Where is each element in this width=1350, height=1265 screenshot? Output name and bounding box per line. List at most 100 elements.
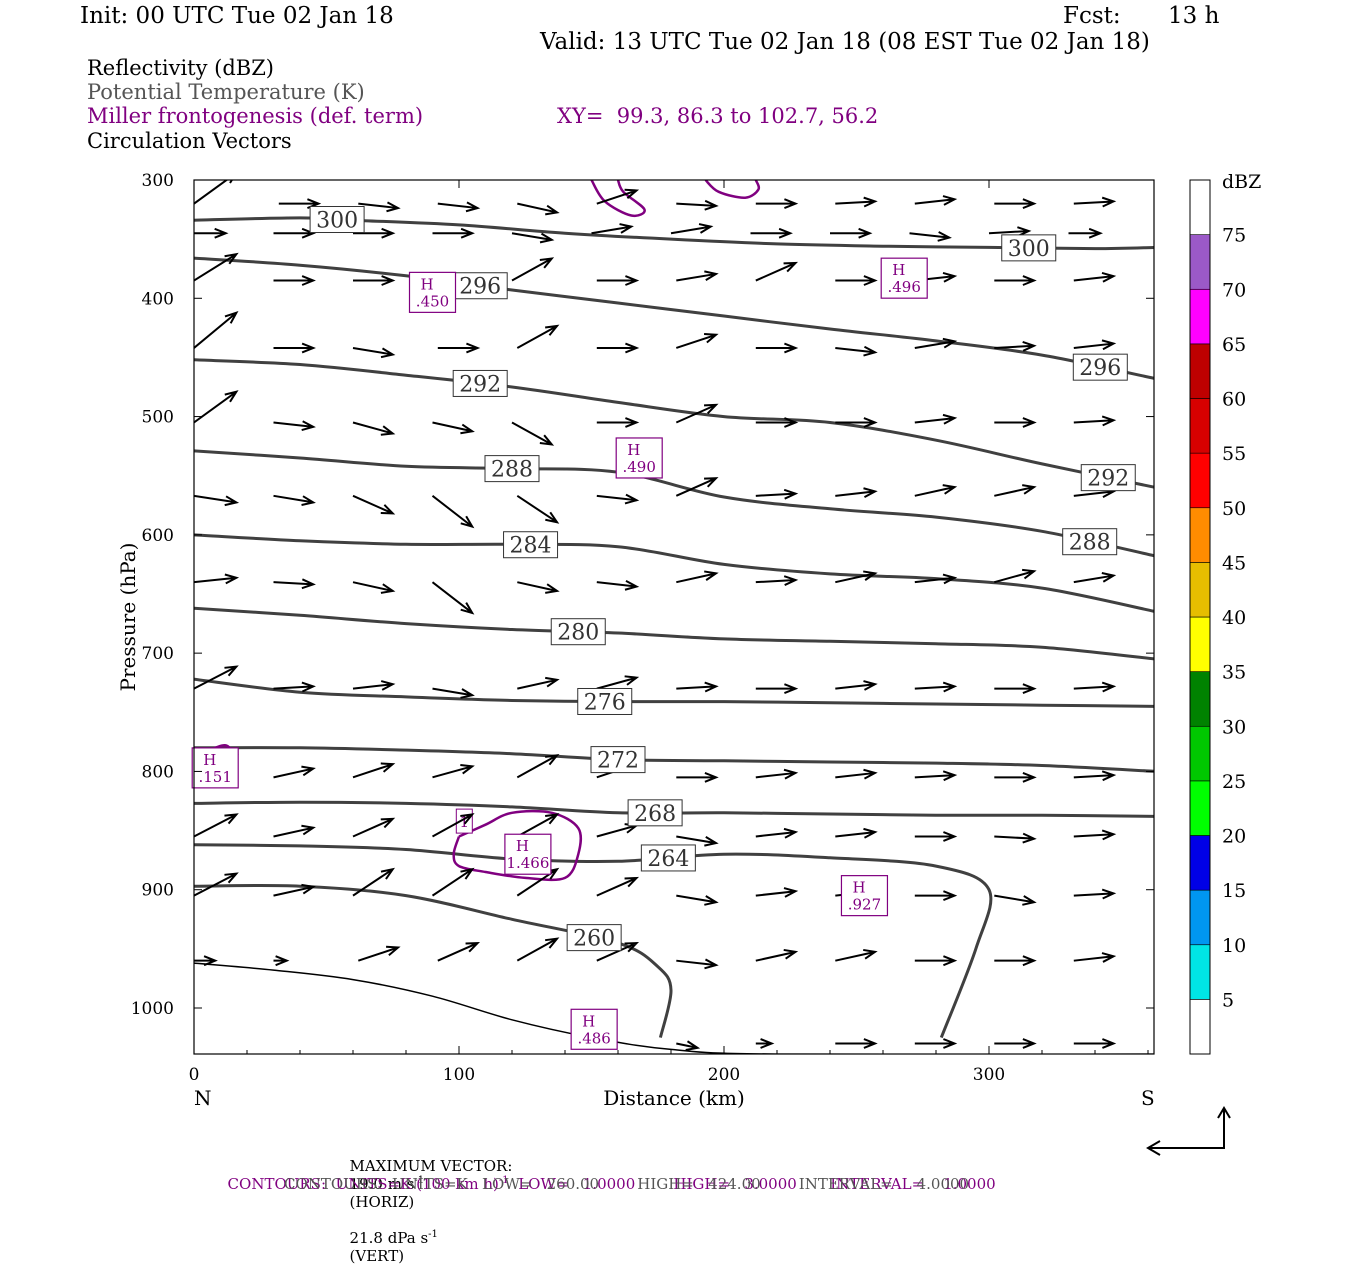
theta-label-box-292 xyxy=(1080,464,1136,492)
colorbar-level-label: 35 xyxy=(1222,662,1246,684)
valid-time: Valid: 13 UTC Tue 02 Jan 18 (08 EST Tue … xyxy=(540,29,1150,55)
circulation-vector xyxy=(517,581,560,594)
circulation-vector xyxy=(914,955,958,967)
colorbar-segment xyxy=(1189,343,1211,399)
circulation-vector xyxy=(596,275,640,286)
circulation-vector xyxy=(1073,888,1117,900)
circulation-vector xyxy=(516,494,560,524)
frontogenesis-max-box xyxy=(408,271,457,313)
theta-label-272: 272 xyxy=(597,749,639,774)
frontogenesis-max-box xyxy=(615,437,663,479)
theta-label-box-268 xyxy=(627,799,683,827)
circulation-vector xyxy=(835,487,878,498)
circulation-vector xyxy=(676,570,719,584)
colorbar-segment xyxy=(1189,999,1211,1055)
circulation-vector xyxy=(352,346,396,359)
circulation-vector xyxy=(432,687,475,699)
circulation-vector xyxy=(437,941,481,962)
dbz-colorbar: 5 10 15 20 25 30 35 40 45 50 55 60 65 70 75 xyxy=(1189,179,1246,1055)
circulation-vector xyxy=(273,494,316,506)
circulation-vector xyxy=(273,681,316,693)
colorbar-segment xyxy=(1189,725,1211,782)
theta-label-288: 288 xyxy=(1069,531,1111,556)
circulation-vector xyxy=(1073,415,1117,427)
circulation-vector xyxy=(676,894,719,906)
circulation-vector xyxy=(194,311,239,349)
circulation-vector xyxy=(835,570,878,584)
frontogenesis-contours: 1 xyxy=(203,180,761,882)
theta-contour-260 xyxy=(194,883,673,1038)
field-miller-frontogenesis: Miller frontogenesis (def. term) xyxy=(87,104,424,128)
x-tick-label: 100 xyxy=(443,1065,475,1085)
circulation-vector xyxy=(432,421,475,435)
y-tick-label: 700 xyxy=(142,644,174,664)
theta-label-284: 284 xyxy=(510,534,552,559)
circulation-vector xyxy=(194,180,234,205)
frontogenesis-max-box xyxy=(504,833,552,875)
circulation-vector xyxy=(755,683,799,695)
frontogenesis-max-box xyxy=(191,747,239,789)
circulation-vector xyxy=(352,762,396,779)
colorbar-level-label: 15 xyxy=(1222,880,1246,902)
circulation-vector xyxy=(914,1038,958,1049)
circulation-vector xyxy=(1073,829,1117,841)
circulation-vector xyxy=(596,675,640,690)
circulation-vector xyxy=(994,832,1037,844)
colorbar-segment xyxy=(1189,616,1211,672)
colorbar-title: dBZ xyxy=(1222,171,1261,193)
circulation-vector xyxy=(675,333,719,349)
forecast-label: Fcst: xyxy=(1063,3,1121,29)
colorbar-level-label: 45 xyxy=(1222,552,1246,574)
frontogenesis-contour-exponent: -1 xyxy=(498,1175,509,1186)
frontogenesis-contour-range: LOW= 1.0000 HIGH= 3.0000 INTERVAL= 1.000… xyxy=(508,1175,996,1193)
circulation-vector xyxy=(596,876,640,897)
theta-label-296: 296 xyxy=(459,275,501,300)
circulation-vector xyxy=(273,578,316,590)
colorbar-level-label: 50 xyxy=(1222,498,1246,520)
frontogenesis-max-letter: H xyxy=(892,261,905,279)
theta-contour-284 xyxy=(194,533,1154,613)
x-tick-label: 300 xyxy=(973,1065,1005,1085)
circulation-vector xyxy=(1073,572,1117,584)
colorbar-segment xyxy=(1189,671,1211,727)
circulation-vector xyxy=(194,494,240,507)
circulation-vector xyxy=(835,948,878,962)
circulation-vector xyxy=(835,345,878,357)
circulation-vector xyxy=(914,337,958,349)
theta-label-box-300 xyxy=(309,206,365,234)
theta-contour-272 xyxy=(194,746,1154,773)
colorbar-segment xyxy=(1189,780,1211,836)
theta-label-300: 300 xyxy=(316,209,358,234)
circulation-vector xyxy=(273,883,316,897)
circulation-vector xyxy=(511,421,555,446)
circulation-vector xyxy=(755,948,799,962)
frontogenesis-contour xyxy=(452,809,583,882)
circulation-vector xyxy=(1068,227,1103,239)
max-vector-vertical: 21.8 dPa s xyxy=(349,1229,429,1247)
circulation-vector xyxy=(914,890,958,902)
circulation-vector xyxy=(432,764,475,779)
frontogenesis-max-value: .450 xyxy=(416,292,449,310)
circulation-vector xyxy=(516,324,560,349)
field-potential-temperature: Potential Temperature (K) xyxy=(87,80,365,104)
y-tick-label: 1000 xyxy=(131,999,174,1019)
theta-contour-292 xyxy=(194,358,1154,489)
contour-labels: 300 300 296 296 292 292 288 288 284 280 276 272 268 2… xyxy=(309,206,1136,952)
max-vector-vertical-exponent: -1 xyxy=(428,1229,438,1240)
colorbar-segment xyxy=(1189,562,1211,618)
theta-label-box-272 xyxy=(590,746,646,774)
max-vector-horizontal-exponent: -1 xyxy=(414,1175,425,1186)
frontogenesis-max-letter: H xyxy=(421,275,434,293)
circulation-vector xyxy=(1073,952,1117,963)
circulation-vector xyxy=(675,477,719,497)
circulation-vector xyxy=(517,202,560,216)
circulation-vector xyxy=(194,252,239,282)
circulation-vector xyxy=(676,835,719,847)
circulation-vector xyxy=(596,493,640,505)
colorbar-segment xyxy=(1189,944,1211,1000)
circulation-vector xyxy=(431,495,475,529)
circulation-vector xyxy=(431,867,475,897)
forecast-hour: 13 h xyxy=(1168,3,1220,29)
circulation-vector xyxy=(835,768,878,780)
circulation-vector xyxy=(194,955,218,967)
